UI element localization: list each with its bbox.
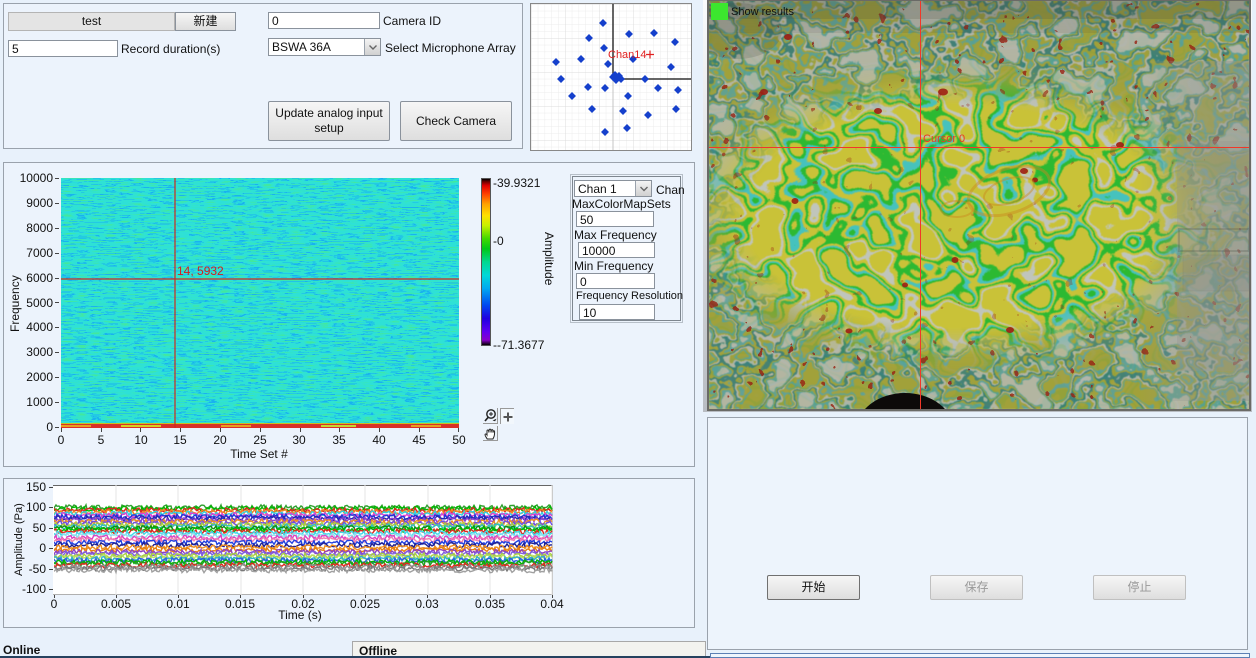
- svg-text:14, 5932: 14, 5932: [177, 264, 224, 278]
- svg-text:Chan14: Chan14: [608, 49, 647, 61]
- svg-text:Show results: Show results: [731, 6, 794, 18]
- svg-text:Cursor 0: Cursor 0: [923, 133, 965, 145]
